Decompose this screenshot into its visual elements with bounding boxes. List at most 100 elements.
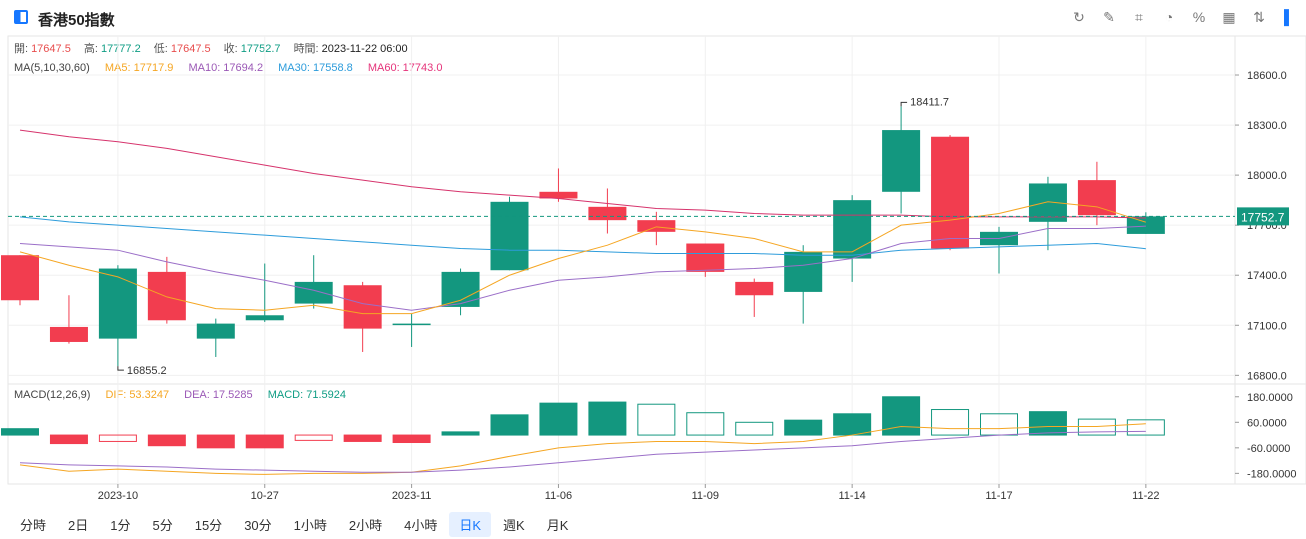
chart-toolbar: ↻ ✎ ⌗ ◔% ▦ ⇅ ▌ xyxy=(1070,8,1298,26)
tab-timeframe[interactable]: 週K xyxy=(503,518,525,533)
candle-body xyxy=(833,200,872,259)
tab-timeframe[interactable]: 分時 xyxy=(20,518,47,533)
macd-bar xyxy=(637,403,676,436)
time-tick-label: 11-06 xyxy=(545,490,572,502)
macd-bar xyxy=(245,434,284,449)
candle-body xyxy=(196,323,235,339)
candle-body xyxy=(686,243,725,272)
candle-body xyxy=(1,255,39,301)
tab-timeframe[interactable]: 月K xyxy=(546,518,569,533)
candle-body xyxy=(1126,216,1165,234)
low-value: 17647.5 xyxy=(170,43,211,55)
time-tick-label: 11-09 xyxy=(692,490,719,502)
refresh-icon[interactable]: ↻ xyxy=(1073,8,1085,25)
macd-bar xyxy=(98,434,137,442)
time-tick-label: 2023-11 xyxy=(392,490,432,502)
time-tick-label: 11-22 xyxy=(1132,490,1159,502)
price-tick-label: 18000.0 xyxy=(1247,170,1287,182)
tab-timeframe[interactable]: 日K xyxy=(449,512,492,537)
high-annotation: 18411.7 xyxy=(910,96,949,108)
candle-body xyxy=(931,136,970,249)
low-annotation: 16855.2 xyxy=(127,365,167,377)
candle-body xyxy=(392,323,431,326)
draw-icon[interactable]: ✎ xyxy=(1103,8,1115,25)
candle-body xyxy=(294,281,333,304)
open-label: 開: xyxy=(14,43,29,55)
price-tick-label: 16800.0 xyxy=(1247,370,1287,382)
tab-timeframe[interactable]: 2日 xyxy=(68,518,89,533)
sidebar-toggle-icon[interactable]: ▌ xyxy=(1284,9,1294,25)
tab-timeframe[interactable]: 4小時 xyxy=(404,518,438,533)
candlestick-chart[interactable]: 18600.018300.018000.017700.017400.017100… xyxy=(0,0,1306,510)
ma30-line xyxy=(19,216,1146,256)
low-marker xyxy=(117,366,124,371)
grid-icon[interactable]: ▦ xyxy=(1222,8,1236,25)
macd-bar xyxy=(490,414,529,436)
timeframe-tabs: 分時 2日 1分 5分 15分 30分 1小時 2小時 4小時 日K 週K 月K xyxy=(10,512,578,537)
macd-bar xyxy=(931,409,970,436)
time-label: 時間: xyxy=(293,43,319,55)
indicator-icon[interactable]: ⌗ xyxy=(1135,8,1143,25)
candle-body xyxy=(147,271,186,321)
candle-body xyxy=(735,281,774,296)
time-tick-label: 2023-10 xyxy=(98,490,138,502)
dea-line xyxy=(19,430,1146,473)
macd-legend: MACD(12,26,9) DIF: 53.3247 DEA: 17.5285 … xyxy=(14,389,358,401)
chart-logo-icon xyxy=(14,10,28,24)
dif-line xyxy=(19,423,1146,475)
macd-bar xyxy=(1028,411,1067,436)
macd-tick-label: 60.0000 xyxy=(1247,417,1287,429)
macd-value: MACD: 71.5924 xyxy=(267,389,346,401)
price-tick-label: 17100.0 xyxy=(1247,320,1287,332)
ma5-line xyxy=(19,201,1146,315)
macd-bar xyxy=(735,421,774,436)
low-label: 低: xyxy=(153,43,168,55)
macd-bar xyxy=(294,434,333,441)
sort-icon[interactable]: ⇅ xyxy=(1253,8,1265,25)
macd-tick-label: 180.0000 xyxy=(1247,392,1293,404)
ma-legend: MA(5,10,30,60) MA5: 17717.9 MA10: 17694.… xyxy=(14,62,454,74)
time-tick-label: 11-17 xyxy=(985,490,1012,502)
chart-header: 香港50指數 ↻ ✎ ⌗ ◔% ▦ ⇅ ▌ xyxy=(0,0,1306,36)
tab-timeframe[interactable]: 30分 xyxy=(244,518,272,533)
chart-frame xyxy=(7,35,1306,485)
macd-bar xyxy=(1077,418,1116,436)
tab-timeframe[interactable]: 2小時 xyxy=(348,518,383,533)
macd-bar xyxy=(588,401,627,436)
ma10-line xyxy=(19,225,1146,311)
candle-body xyxy=(98,268,137,339)
ma60-value: MA60: 17743.0 xyxy=(367,62,443,74)
macd-bar xyxy=(784,419,823,436)
open-value: 17647.5 xyxy=(31,43,71,55)
macd-tick-label: -180.0000 xyxy=(1247,468,1297,480)
close-label: 收: xyxy=(223,43,238,55)
time-tick-label: 10-27 xyxy=(251,490,279,502)
pie-icon[interactable]: ◔ xyxy=(1164,9,1174,25)
ma30-value: MA30: 17558.8 xyxy=(278,62,353,74)
candle-body xyxy=(343,285,382,329)
dea-value: DEA: 17.5285 xyxy=(184,389,253,401)
candle-body xyxy=(588,206,627,221)
macd-bar xyxy=(343,434,382,442)
macd-bar xyxy=(196,434,235,449)
macd-bar xyxy=(49,434,88,445)
candle-body xyxy=(637,220,676,232)
close-value: 17752.7 xyxy=(240,43,281,55)
macd-bar xyxy=(441,431,480,436)
ma5-value: MA5: 17717.9 xyxy=(104,62,174,74)
last-price-label: 17752.7 xyxy=(1241,210,1285,224)
tab-timeframe[interactable]: 1小時 xyxy=(293,518,327,533)
ma10-value: MA10: 17694.2 xyxy=(188,62,264,74)
tab-timeframe[interactable]: 1分 xyxy=(110,518,131,533)
tab-timeframe[interactable]: 15分 xyxy=(194,518,223,533)
macd-bar xyxy=(147,434,186,447)
percent-icon[interactable]: % xyxy=(1192,9,1206,25)
macd-bar xyxy=(686,412,725,436)
macd-bar xyxy=(1,428,39,436)
macd-bar xyxy=(882,396,921,436)
high-value: 17777.2 xyxy=(100,43,141,55)
candle-body xyxy=(1077,180,1116,216)
price-tick-label: 18300.0 xyxy=(1247,120,1287,132)
candle-body xyxy=(490,201,529,271)
tab-timeframe[interactable]: 5分 xyxy=(152,518,173,533)
